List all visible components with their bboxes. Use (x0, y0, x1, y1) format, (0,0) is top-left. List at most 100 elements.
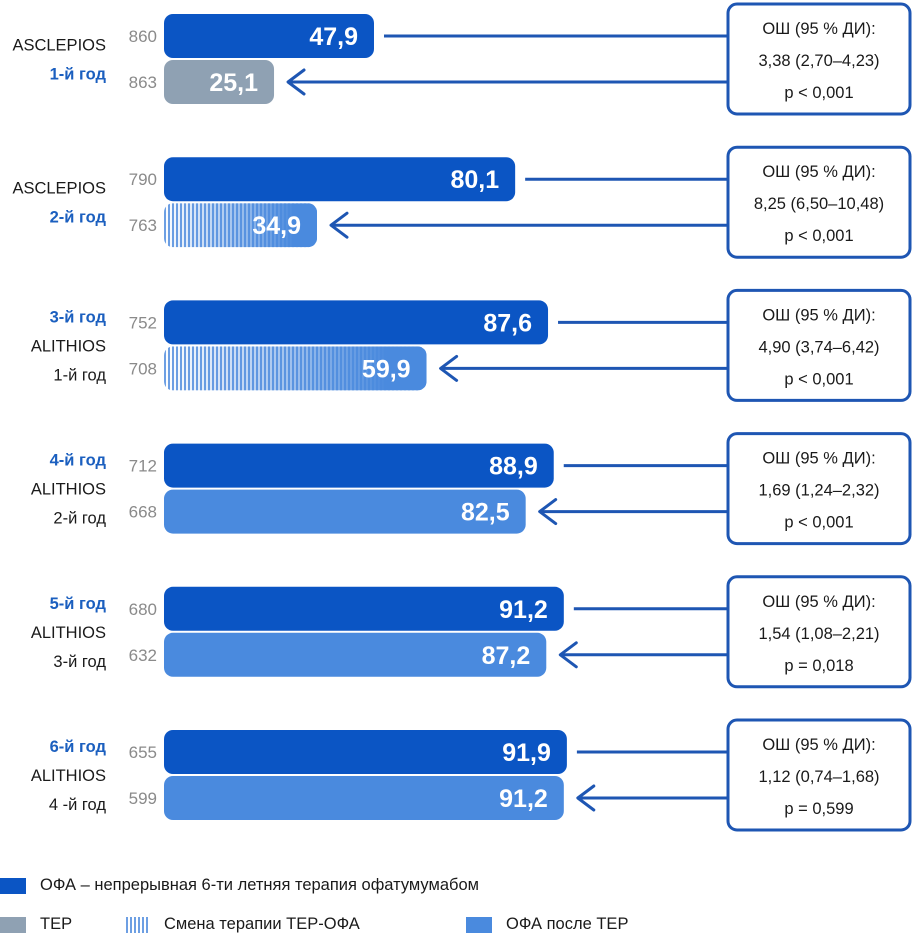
arrow-head (439, 354, 459, 382)
legend-label-ofa: ОФА – непрерывная 6-ти летняя терапия оф… (40, 876, 479, 894)
odds-ratio-text: 8,25 (6,50–10,48) (754, 195, 884, 213)
bar-ofa_after_ter-group-5 (164, 632, 547, 677)
group-label: 2-й год (50, 209, 107, 227)
arrow-head (576, 784, 596, 812)
legend-swatch-ter (0, 916, 26, 933)
odds-ratio-text: ОШ (95 % ДИ): (762, 306, 875, 324)
legend-item-switch: Смена терапии TEP-ОФА (124, 915, 360, 934)
odds-ratio-text: p < 0,001 (784, 227, 853, 245)
odds-ratio-text: ОШ (95 % ДИ): (762, 593, 875, 611)
bar-switch-fill (164, 203, 318, 248)
bar-value-label: 87,6 (483, 309, 532, 337)
n-label: 632 (129, 646, 157, 665)
group-label: 5-й год (50, 595, 107, 613)
group-label: 6-й год (50, 738, 107, 756)
bar-ofa-group-5 (164, 586, 564, 631)
legend-item-ter: TEP (0, 915, 72, 934)
bar-ofa-group-4 (164, 443, 554, 488)
group-label: 3-й год (50, 308, 107, 326)
odds-ratio-text: p = 0,018 (784, 657, 853, 675)
n-label: 599 (129, 789, 157, 808)
bar-value-label: 34,9 (252, 212, 301, 240)
odds-ratio-text: p < 0,001 (784, 514, 853, 532)
bar-value-label: 88,9 (489, 453, 538, 481)
group-label: ALITHIOS (31, 767, 106, 785)
group-label: ASCLEPIOS (12, 37, 106, 55)
n-label: 708 (129, 359, 157, 378)
legend-label-ter: TEP (40, 915, 73, 933)
n-label: 763 (129, 216, 157, 235)
odds-ratio-box (726, 145, 912, 259)
bar-value-label: 91,9 (502, 739, 551, 767)
arrow-head (538, 498, 558, 526)
odds-ratio-text: p = 0,599 (784, 800, 853, 818)
group-label: 4 -й год (49, 796, 107, 814)
legend-label-ofa-after-ter: ОФА после TEP (506, 915, 629, 933)
legend-item-ofa: ОФА – непрерывная 6-ти летняя терапия оф… (0, 876, 479, 895)
group-label: 3-й год (53, 653, 106, 671)
odds-ratio-text: 4,90 (3,74–6,42) (758, 338, 879, 356)
group-label: 2-й год (53, 510, 106, 528)
bar-switch-group-2 (164, 203, 318, 248)
n-label: 863 (129, 73, 157, 92)
legend-swatch-ofa (0, 877, 26, 894)
bar-group-5: 91,2 680 87,2 632 5-й год ALITHIOS 3-й год ОШ (… (31, 575, 912, 689)
bar-group-2: 80,1 790 34,9 763 ASCLEPIOS 2-й год ОШ (95 % Д… (12, 145, 912, 259)
bar-group-4: 88,9 712 82,5 668 4-й год ALITHIOS 2-й год ОШ (… (31, 432, 912, 546)
bar-group-1: 47,9 860 25,1 863 ASCLEPIOS 1-й год ОШ (95 % Д… (12, 2, 912, 116)
bar-ofa-group-3 (164, 300, 549, 345)
bar-value-label: 82,5 (461, 499, 510, 527)
odds-ratio-box (726, 718, 912, 832)
odds-ratio-text: 3,38 (2,70–4,23) (758, 52, 879, 70)
group-label: 4-й год (50, 452, 107, 470)
group-label: ALITHIOS (31, 337, 106, 355)
bar-value-label: 87,2 (482, 642, 531, 670)
bar-switch-fill (164, 346, 427, 391)
odds-ratio-text: ОШ (95 % ДИ): (762, 20, 875, 38)
odds-ratio-text: ОШ (95 % ДИ): (762, 736, 875, 754)
n-label: 752 (129, 313, 157, 332)
group-label: ALITHIOS (31, 481, 106, 499)
odds-ratio-text: p < 0,001 (784, 370, 853, 388)
n-label: 712 (129, 457, 157, 476)
bar-group-3: 87,6 752 59,9 708 3-й год ALITHIOS 1-й год ОШ (… (31, 288, 912, 402)
bar-value-label: 47,9 (309, 23, 358, 51)
bar-ofa_after_ter-group-4 (164, 489, 526, 534)
bar-ofa_after_ter-group-6 (164, 776, 564, 820)
bar-switch-group-3 (164, 346, 427, 391)
n-label: 860 (129, 27, 157, 46)
bar-value-label: 25,1 (209, 69, 258, 97)
odds-ratio-box (726, 288, 912, 402)
legend-swatch-switch (124, 916, 150, 933)
n-label: 680 (129, 600, 157, 619)
odds-ratio-text: 1,12 (0,74–1,68) (758, 768, 879, 786)
bar-value-label: 91,2 (499, 785, 548, 813)
group-label: ASCLEPIOS (12, 180, 106, 198)
bar-group-6: 91,9 655 91,2 599 6-й год ALITHIOS 4 -й год ОШ … (31, 718, 912, 832)
legend-label-switch: Смена терапии TEP-ОФА (164, 915, 360, 933)
odds-ratio-box (726, 575, 912, 689)
odds-ratio-text: ОШ (95 % ДИ): (762, 450, 875, 468)
bar-value-label: 59,9 (362, 355, 411, 383)
odds-ratio-text: 1,54 (1,08–2,21) (758, 625, 879, 643)
odds-ratio-box (726, 2, 912, 116)
n-label: 790 (129, 170, 157, 189)
odds-ratio-text: 1,69 (1,24–2,32) (758, 482, 879, 500)
arrow-head (329, 211, 349, 239)
odds-ratio-box (726, 432, 912, 546)
n-label: 668 (129, 503, 157, 522)
group-label: 1-й год (53, 366, 106, 384)
legend-swatch-ofa-after-ter (466, 916, 492, 933)
bar-ofa-group-1 (164, 14, 374, 58)
n-label: 655 (129, 743, 157, 762)
odds-ratio-text: p < 0,001 (784, 84, 853, 102)
arrow-head (286, 68, 306, 96)
group-label: 1-й год (50, 66, 107, 84)
legend-item-ofa-after-ter: ОФА после TEP (466, 915, 628, 934)
bar-value-label: 80,1 (450, 166, 499, 194)
bar-ter-group-1 (164, 60, 275, 104)
bar-ofa-group-6 (164, 730, 567, 774)
bar-value-label: 91,2 (499, 596, 548, 624)
group-label: ALITHIOS (31, 624, 106, 642)
